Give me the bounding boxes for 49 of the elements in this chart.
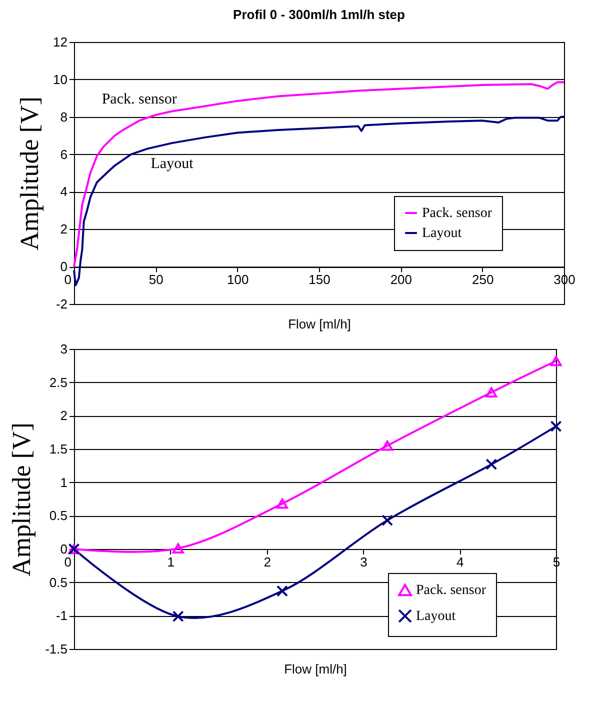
y-tick-label: -1 <box>56 608 68 624</box>
y-tick-label: -2 <box>56 296 68 312</box>
annotation: Pack. sensor <box>102 92 177 108</box>
point <box>172 610 184 622</box>
y-axis-title: Amplitude [V] <box>15 96 44 250</box>
y-tick-label: 2.5 <box>49 374 68 390</box>
point <box>276 498 288 509</box>
y-tick-label: 3 <box>60 342 68 356</box>
x-axis-title: Flow [ml/h] <box>284 662 347 676</box>
point <box>172 543 184 554</box>
y-tick-label: 12 <box>53 34 68 50</box>
y-tick-label: 0 <box>60 259 68 274</box>
y-tick-label: 0.5 <box>49 574 68 590</box>
point <box>550 420 562 432</box>
y-tick-label: 10 <box>53 72 68 87</box>
line-series <box>73 81 565 268</box>
x-tick-label: 150 <box>308 272 330 288</box>
y-tick-label: 6 <box>60 146 68 162</box>
y-tick-label: 8 <box>60 109 68 124</box>
x-tick-label: 200 <box>390 272 412 288</box>
point <box>550 356 562 366</box>
y-tick-label: 2 <box>60 408 68 424</box>
y-tick-label: -1.5 <box>45 642 68 656</box>
point <box>486 458 498 470</box>
legend-label: Layout <box>422 226 462 241</box>
y-tick-label: 2 <box>60 222 68 237</box>
y-tick-label: 0.5 <box>49 508 68 524</box>
x-tick-label: 4 <box>456 554 464 570</box>
legend-label: Layout <box>416 609 456 624</box>
legend-label: Pack. sensor <box>422 206 492 221</box>
x-tick-label: 1 <box>167 554 175 570</box>
chart-title: Profil 0 - 300ml/h 1ml/h step <box>233 7 406 22</box>
x-tick-label: 250 <box>472 272 494 288</box>
y-tick-label: 4 <box>60 184 68 200</box>
point <box>382 514 394 526</box>
y-axis-title: Amplitude [V] <box>7 422 36 576</box>
x-tick-label: 100 <box>226 272 249 288</box>
point <box>486 387 498 398</box>
annotation: Layout <box>150 156 194 172</box>
x-axis-title: Flow [ml/h] <box>288 316 351 332</box>
y-tick-label: 1.5 <box>49 442 68 456</box>
x-tick-label: 50 <box>148 272 164 288</box>
legend-label: Pack. sensor <box>416 583 486 598</box>
point <box>382 440 394 451</box>
x-tick-label: 3 <box>360 554 368 570</box>
y-tick-label: 0 <box>60 542 68 556</box>
point <box>276 585 288 597</box>
x-tick-label: 2 <box>264 554 271 570</box>
y-tick-label: 1 <box>60 474 68 490</box>
